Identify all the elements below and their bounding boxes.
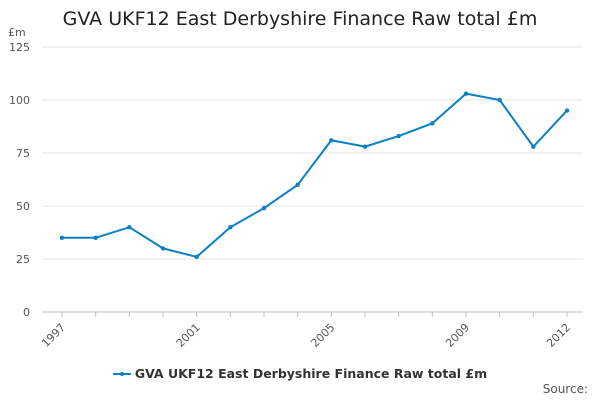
data-point-2006 [362, 144, 368, 149]
data-point-2001 [194, 254, 199, 260]
y-tick-label-50: 50 [16, 200, 30, 213]
legend-label: GVA UKF12 East Derbyshire Finance Raw to… [134, 366, 488, 381]
data-point-2010 [497, 97, 502, 103]
y-tick-label-125: 125 [9, 41, 30, 54]
data-point-1997 [59, 235, 65, 240]
data-point-2011 [531, 144, 536, 149]
data-point-2003 [261, 205, 267, 211]
data-point-2002 [228, 225, 233, 230]
y-unit-label: £m [8, 26, 26, 39]
data-point-2012 [564, 108, 570, 113]
y-tick-label-75: 75 [16, 147, 30, 160]
data-point-1999 [127, 225, 132, 230]
y-tick-label-100: 100 [9, 94, 30, 107]
data-point-2007 [396, 133, 401, 139]
x-tick-label-1997: 1997 [39, 321, 68, 350]
x-tick-label-2005: 2005 [308, 321, 337, 350]
x-axis-ticks: 1997 2001 2005 2009 2012 [39, 312, 573, 350]
x-tick-label-2012: 2012 [544, 321, 573, 350]
data-point-1998 [93, 235, 98, 240]
x-tick-label-2009: 2009 [443, 321, 472, 350]
series-group [59, 91, 570, 260]
legend[interactable]: GVA UKF12 East Derbyshire Finance Raw to… [0, 366, 600, 381]
data-point-2004 [295, 182, 300, 187]
y-axis-ticks: 0 25 50 75 100 125 [9, 41, 30, 319]
source-label: Source: [542, 382, 588, 396]
grid-lines [42, 46, 583, 260]
chart-title: GVA UKF12 East Derbyshire Finance Raw to… [62, 8, 538, 30]
data-point-2005 [329, 138, 334, 143]
data-point-2009 [463, 91, 469, 96]
data-point-2008 [430, 121, 435, 126]
legend-swatch [112, 369, 131, 379]
y-tick-label-0: 0 [23, 306, 30, 319]
data-point-2000 [160, 246, 166, 251]
y-tick-label-25: 25 [16, 253, 30, 266]
x-tick-label-2001: 2001 [174, 321, 203, 350]
series-line-0 [62, 92, 568, 258]
